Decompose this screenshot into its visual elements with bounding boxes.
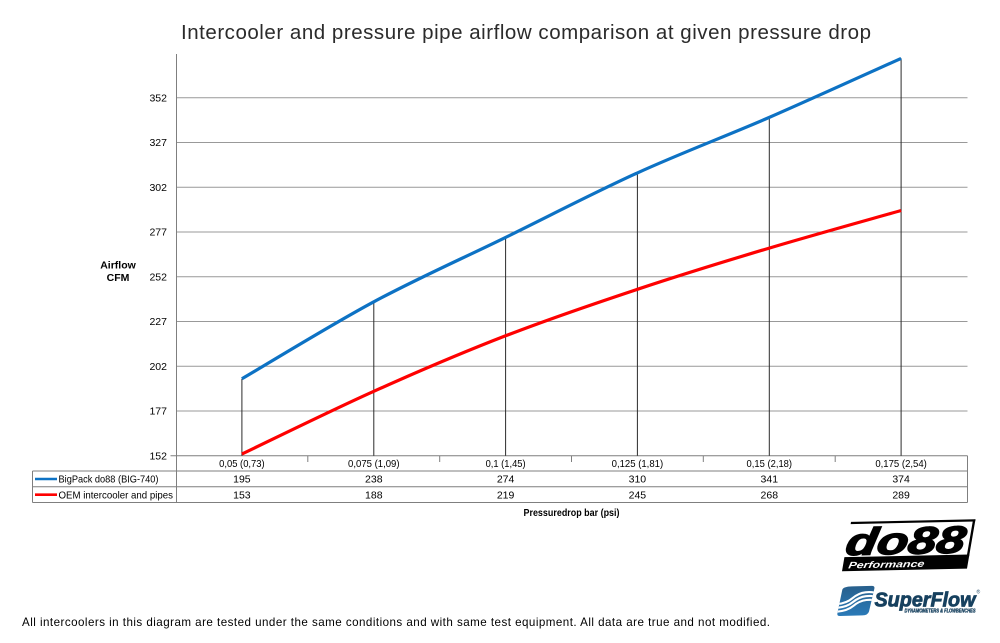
svg-text:SuperFlow: SuperFlow (875, 589, 978, 612)
svg-text:0,1 (1,45): 0,1 (1,45) (486, 458, 526, 470)
svg-text:0,075 (1,09): 0,075 (1,09) (348, 458, 400, 470)
svg-text:238: 238 (365, 474, 383, 486)
svg-text:Performance: Performance (848, 559, 926, 571)
svg-text:268: 268 (761, 489, 779, 501)
svg-text:0,05 (0,73): 0,05 (0,73) (219, 458, 265, 470)
svg-text:Airflow: Airflow (100, 260, 136, 272)
svg-text:245: 245 (629, 489, 647, 501)
svg-text:do88: do88 (843, 519, 970, 564)
svg-text:202: 202 (149, 361, 167, 373)
svg-text:274: 274 (497, 474, 515, 486)
svg-text:219: 219 (497, 489, 515, 501)
svg-text:0,15 (2,18): 0,15 (2,18) (747, 458, 793, 470)
svg-text:302: 302 (149, 182, 167, 194)
svg-text:188: 188 (365, 489, 383, 501)
svg-text:OEM intercooler and pipes: OEM intercooler and pipes (59, 489, 174, 501)
svg-text:CFM: CFM (107, 272, 130, 284)
svg-text:0,175 (2,54): 0,175 (2,54) (875, 458, 927, 470)
svg-text:152: 152 (149, 451, 167, 463)
svg-text:0,125 (1,81): 0,125 (1,81) (612, 458, 664, 470)
svg-text:Pressuredrop bar (psi): Pressuredrop bar (psi) (524, 507, 620, 519)
svg-text:®: ® (977, 589, 981, 596)
svg-text:BigPack do88 (BIG-740): BigPack do88 (BIG-740) (59, 474, 159, 486)
svg-text:252: 252 (149, 272, 167, 284)
svg-text:310: 310 (629, 474, 647, 486)
svg-text:Intercooler and pressure pipe: Intercooler and pressure pipe airflow co… (181, 21, 871, 44)
svg-text:341: 341 (761, 474, 779, 486)
svg-text:289: 289 (892, 489, 910, 501)
svg-text:227: 227 (149, 316, 167, 328)
svg-text:153: 153 (233, 489, 251, 501)
svg-text:195: 195 (233, 474, 251, 486)
svg-text:177: 177 (149, 406, 167, 418)
svg-text:374: 374 (892, 474, 910, 486)
svg-text:All intercoolers in this diagr: All intercoolers in this diagram are tes… (22, 616, 770, 629)
svg-text:352: 352 (149, 93, 167, 105)
svg-text:277: 277 (149, 227, 167, 239)
svg-text:DYNAMOMETERS & FLOWBENCHES: DYNAMOMETERS & FLOWBENCHES (905, 608, 976, 614)
svg-text:327: 327 (149, 137, 167, 149)
